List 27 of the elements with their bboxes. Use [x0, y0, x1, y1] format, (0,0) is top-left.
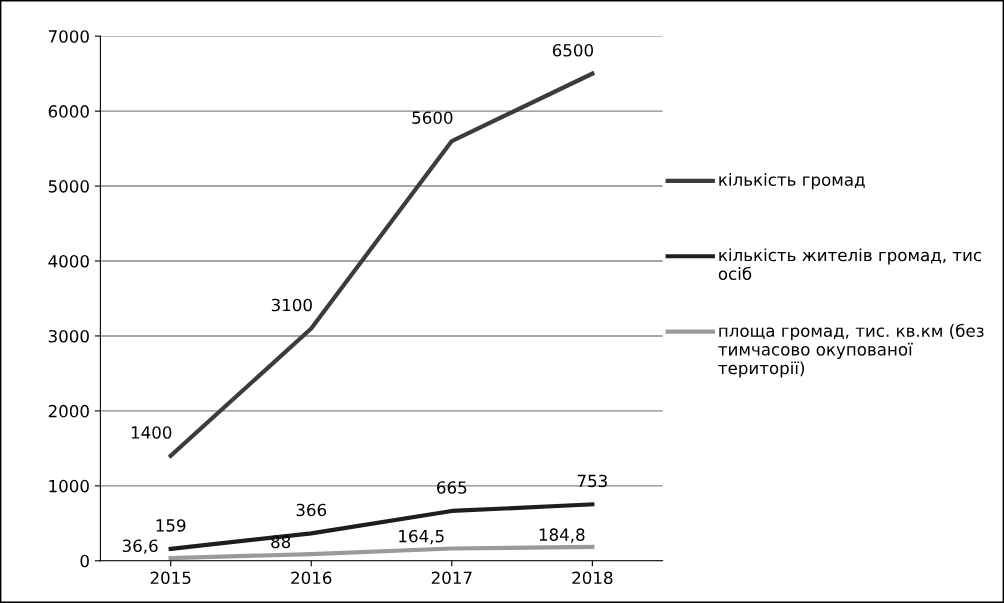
y-tick-label: 1000 [49, 479, 89, 493]
data-label: 6500 [552, 43, 594, 57]
data-label: 5600 [412, 111, 453, 124]
x-tick-label: 2015 [150, 571, 191, 585]
x-tick-label: 2018 [572, 571, 613, 585]
y-tick-label: 5000 [48, 180, 89, 193]
y-tick-label: 3000 [48, 329, 89, 343]
data-label: 1400 [131, 426, 172, 439]
y-tick-label: 2000 [48, 404, 89, 418]
data-label: 88 [271, 535, 291, 549]
data-label: 184,8 [539, 528, 585, 543]
y-tick-label: 0 [80, 554, 89, 568]
y-tick-label: 4000 [48, 254, 89, 268]
data-label: 159 [156, 519, 186, 532]
data-label: 36,6 [122, 539, 158, 554]
data-label: 665 [437, 481, 467, 494]
legend-label: кількість громад [719, 173, 865, 190]
x-tick-label: 2017 [431, 571, 472, 585]
y-tick-label: 7000 [48, 30, 89, 43]
data-label: 3100 [271, 298, 312, 312]
y-tick-label: 6000 [48, 105, 89, 118]
legend-label: площа громад, тис. кв.км (без тимчасово окупованої території) [718, 323, 984, 378]
x-tick-label: 2016 [291, 571, 332, 585]
legend-label: кількість жителів громад, тис осіб [718, 248, 982, 280]
data-label: 753 [577, 474, 607, 488]
data-label: 366 [296, 503, 327, 517]
data-label: 164,5 [399, 529, 444, 545]
